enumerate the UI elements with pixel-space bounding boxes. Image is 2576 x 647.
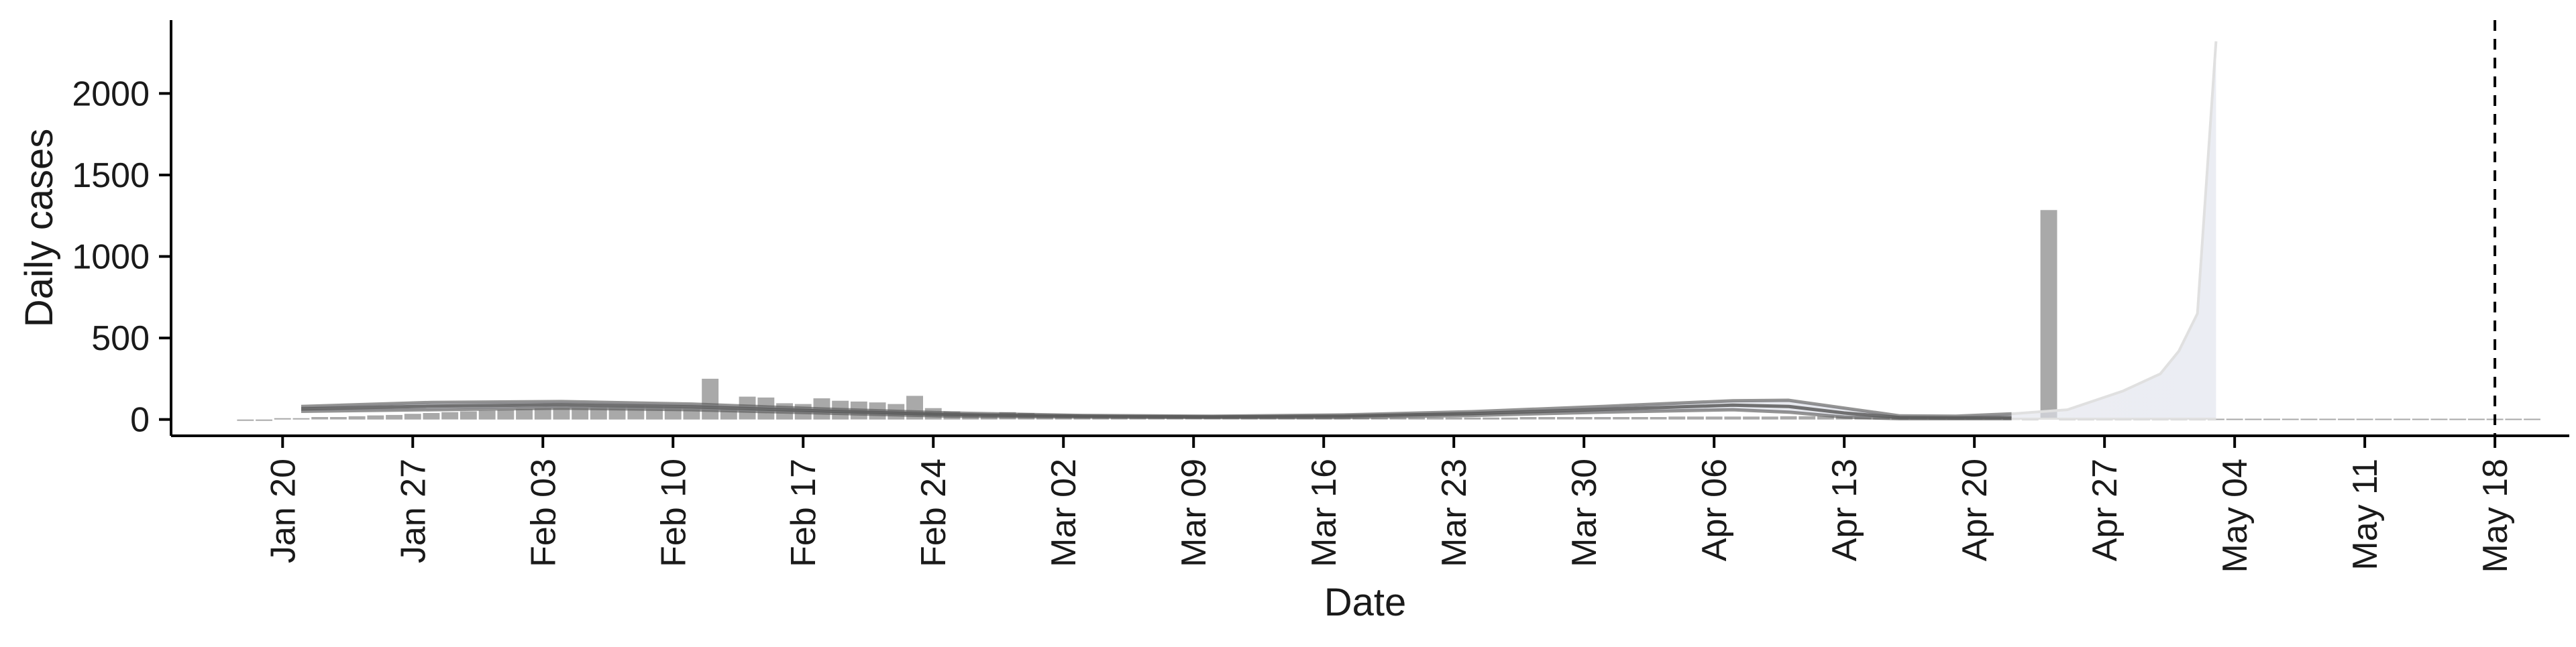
- bar: [348, 416, 366, 420]
- x-tick-label: Feb 24: [914, 459, 953, 567]
- bar: [572, 407, 589, 420]
- y-tick-label: 500: [91, 319, 150, 358]
- bar: [1594, 417, 1611, 420]
- bar: [1687, 416, 1704, 420]
- bar: [2338, 418, 2355, 420]
- y-tick-label: 1000: [72, 238, 150, 277]
- bar: [274, 418, 291, 420]
- bar: [2356, 418, 2373, 420]
- bar: [1799, 416, 1816, 420]
- x-tick-label: Apr 27: [2086, 459, 2125, 561]
- bar: [2208, 418, 2224, 420]
- bar: [460, 411, 477, 420]
- bar: [367, 415, 384, 420]
- bar: [1427, 417, 1444, 420]
- x-tick-label: Mar 02: [1044, 459, 1083, 567]
- lower-line: [301, 406, 2012, 420]
- bar: [2319, 418, 2337, 420]
- axes-layer: 0 500 1000 1500 2000 Jan 20 Jan 27 Feb 03 Feb 10…: [72, 20, 2569, 573]
- bar: [329, 417, 347, 420]
- bar: [2282, 418, 2299, 420]
- bar: [1445, 417, 1462, 420]
- x-tick-label: May 11: [2346, 459, 2385, 571]
- bar: [404, 414, 421, 420]
- x-tick-label: May 18: [2476, 459, 2515, 573]
- bar: [1371, 418, 1388, 420]
- bar: [1668, 416, 1686, 420]
- y-tick-label: 2000: [72, 74, 150, 113]
- bar: [1464, 417, 1481, 420]
- x-tick-label: May 04: [2216, 459, 2255, 573]
- bar: [1613, 417, 1630, 420]
- y-tick-label: 1500: [72, 156, 150, 195]
- bar: [1650, 417, 1667, 420]
- bar: [1501, 417, 1518, 420]
- bar: [1817, 416, 1834, 420]
- bar: [237, 419, 254, 421]
- bar: [1575, 417, 1593, 420]
- x-tick-label: Jan 20: [264, 459, 303, 563]
- bar: [2375, 418, 2392, 420]
- bar: [2300, 418, 2318, 420]
- bar: [292, 418, 310, 420]
- bar: [1557, 417, 1574, 420]
- x-tick-label: Mar 09: [1175, 459, 1214, 567]
- bar: [516, 408, 533, 420]
- bar: [1705, 416, 1723, 420]
- forecast-band: [2011, 41, 2216, 419]
- x-axis-title: Date: [1324, 581, 1407, 624]
- bar: [2524, 418, 2540, 420]
- bar: [702, 378, 719, 420]
- bands-layer: [301, 41, 2216, 419]
- bar: [2040, 210, 2057, 420]
- bar: [553, 408, 570, 420]
- y-axis-title: Daily cases: [17, 129, 61, 328]
- bar: [2468, 418, 2485, 420]
- bar: [1761, 416, 1778, 420]
- bar: [2226, 418, 2243, 420]
- bar: [1724, 416, 1741, 420]
- bar: [256, 419, 272, 421]
- bar: [311, 417, 329, 420]
- bar: [1743, 416, 1760, 420]
- bar: [1389, 417, 1407, 420]
- bar: [1780, 416, 1797, 420]
- x-tick-label: Apr 20: [1955, 459, 1994, 561]
- y-tick-label: 0: [130, 401, 150, 440]
- bar: [423, 413, 440, 420]
- bar: [2394, 418, 2410, 420]
- bar: [1519, 417, 1537, 420]
- bar: [1538, 417, 1556, 420]
- bar: [441, 412, 459, 420]
- bar: [1408, 417, 1426, 420]
- x-tick-label: Apr 06: [1695, 459, 1734, 561]
- x-tick-label: Jan 27: [394, 459, 433, 563]
- bar: [1483, 417, 1500, 420]
- bar: [2245, 418, 2262, 420]
- x-tick-label: Feb 03: [524, 459, 563, 567]
- bar: [534, 408, 551, 420]
- x-tick-label: Feb 17: [784, 459, 823, 567]
- lines-layer: [301, 20, 2497, 436]
- bar: [2449, 418, 2467, 420]
- x-tick-label: Apr 13: [1825, 459, 1864, 561]
- bar: [2505, 418, 2522, 420]
- x-tick-label: Mar 16: [1305, 459, 1344, 567]
- forecast-upper-line: [2011, 41, 2218, 416]
- x-tick-label: Feb 10: [654, 459, 693, 567]
- bar: [2263, 418, 2280, 420]
- bar: [2430, 418, 2448, 420]
- bar: [478, 410, 496, 420]
- x-tick-label: Mar 23: [1435, 459, 1474, 567]
- bar: [1631, 417, 1648, 420]
- bar: [497, 410, 515, 420]
- bar: [386, 414, 402, 420]
- x-tick-label: Mar 30: [1565, 459, 1604, 567]
- bar: [2412, 418, 2429, 420]
